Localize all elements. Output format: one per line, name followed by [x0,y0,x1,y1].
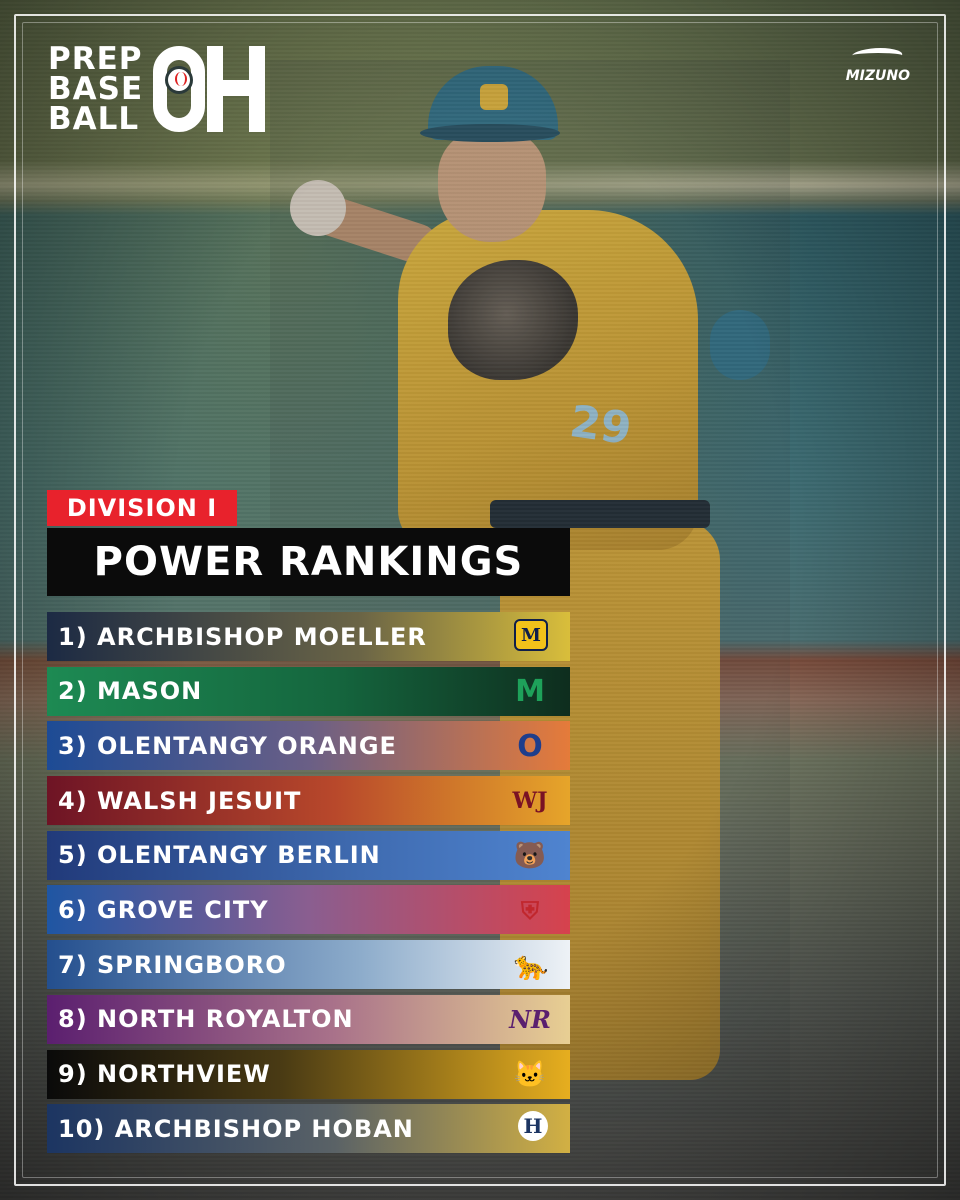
cap-logo-icon [480,84,508,110]
player-sleeve [710,310,770,380]
baseball-icon [290,180,346,236]
ranking-row-1: 1) ARCHBISHOP MOELLER M [47,612,570,661]
ranking-row-6: 6) GROVE CITY ⛨ [47,885,570,935]
page-title: POWER RANKINGS [47,528,570,596]
ranking-label: 9) NORTHVIEW [58,1060,271,1088]
ranking-label: 2) MASON [58,677,203,706]
ranking-label: 6) GROVE CITY [58,895,269,924]
division-badge: DIVISION I [47,490,237,526]
hoban-h-icon: H [518,1111,548,1142]
logo-oh-mark [153,46,266,132]
panther-icon: 🐆 [513,948,549,982]
rankings-list: 1) ARCHBISHOP MOELLER M 2) MASON M 3) OL… [47,612,570,1159]
ranking-label: 3) OLENTANGY ORANGE [58,731,397,760]
ranking-row-8: 8) NORTH ROYALTON NR [47,994,570,1044]
moeller-m-icon: M [514,619,548,651]
ranking-row-9: 9) NORTHVIEW 🐱 [47,1049,570,1099]
ranking-row-2: 2) MASON M [47,666,570,716]
logo-wordmark: PREP BASE BALL [48,41,144,137]
ranking-row-3: 3) OLENTANGY ORANGE O [47,721,570,771]
walsh-jesuit-icon: WJ [512,788,548,815]
ranking-label: 4) WALSH JESUIT [58,786,302,815]
player-cap-brim [420,124,560,142]
ranking-label: 1) ARCHBISHOP MOELLER [58,622,427,651]
ranking-label: 5) OLENTANGY BERLIN [58,841,381,870]
ranking-label: 10) ARCHBISHOP HOBAN [58,1114,414,1143]
olentangy-orange-icon: O [517,728,543,764]
inner-frame [22,22,938,1178]
bear-icon: 🐻 [513,840,547,871]
ranking-row-10: 10) ARCHBISHOP HOBAN H [47,1104,570,1154]
outer-frame [14,14,946,1186]
player-belt [490,500,710,528]
runbird-icon [848,44,908,66]
baseball-glove-icon [448,260,578,380]
mizuno-logo: MIZUNO [846,44,910,84]
ranking-row-4: 4) WALSH JESUIT WJ [47,776,570,826]
player-face [438,130,546,242]
ranking-label: 7) SPRINGBORO [58,950,287,979]
prep-baseball-oh-logo: PREP BASE BALL [48,41,266,137]
grove-city-shield-icon: ⛨ [521,895,539,925]
wildcat-icon: 🐱 [513,1059,547,1090]
mason-comets-icon: M [515,674,545,710]
ranking-label: 8) NORTH ROYALTON [58,1005,354,1034]
ranking-row-5: 5) OLENTANGY BERLIN 🐻 [47,830,570,880]
north-royalton-icon: NR [509,1005,551,1035]
logo-o-icon [153,46,206,132]
logo-h-icon [207,46,266,132]
baseball-icon [165,66,194,94]
ranking-row-7: 7) SPRINGBORO 🐆 [47,940,570,990]
